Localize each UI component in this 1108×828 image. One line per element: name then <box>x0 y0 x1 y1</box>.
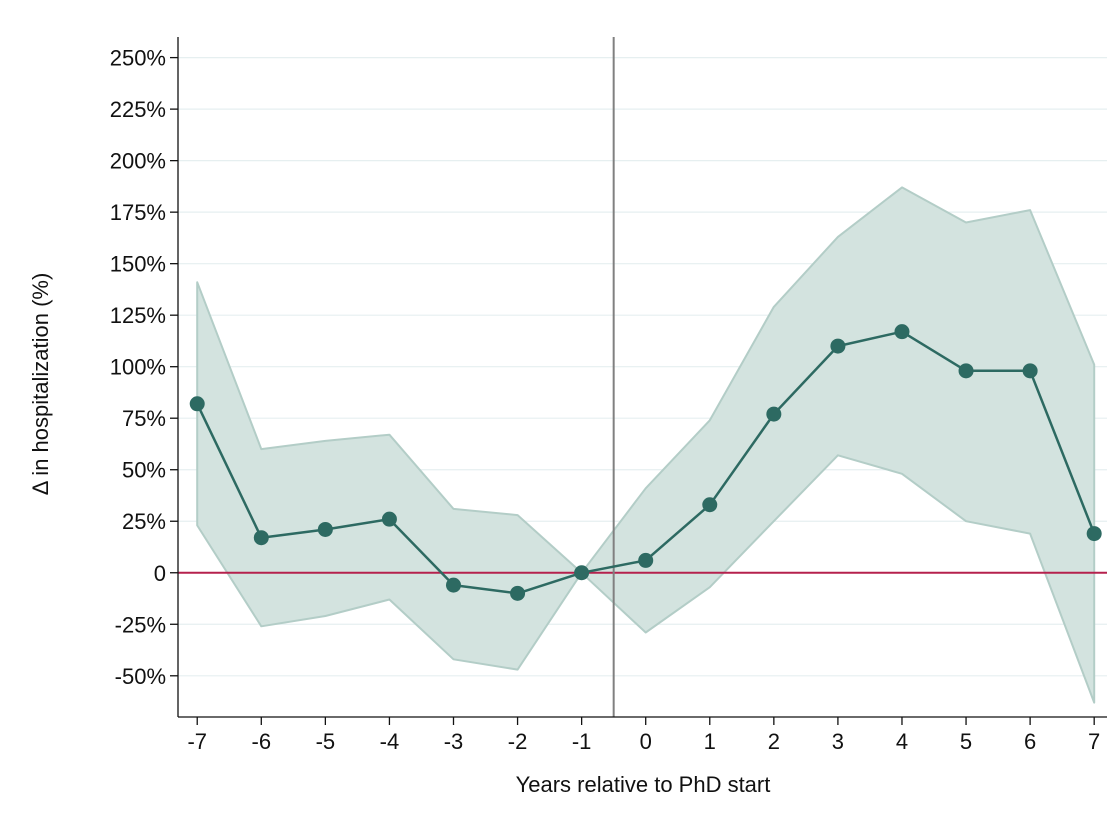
data-point[interactable] <box>638 552 654 568</box>
data-point[interactable] <box>830 338 846 354</box>
data-point[interactable] <box>253 530 269 546</box>
y-tick-label: 125% <box>110 303 166 328</box>
y-axis-title: Δ in hospitalization (%) <box>28 273 53 496</box>
x-tick-label: 1 <box>704 729 716 754</box>
y-tick-label: 150% <box>110 252 166 277</box>
y-tick-label: 0 <box>154 561 166 586</box>
x-tick-label: 2 <box>768 729 780 754</box>
y-tick-label: 100% <box>110 355 166 380</box>
y-tick-label: 50% <box>122 458 166 483</box>
y-tick-label: -25% <box>115 612 166 637</box>
x-tick-label: -4 <box>380 729 400 754</box>
x-tick-label: 3 <box>832 729 844 754</box>
x-axis-title: Years relative to PhD start <box>516 772 771 797</box>
x-tick-label: 4 <box>896 729 908 754</box>
x-tick-label: -7 <box>187 729 207 754</box>
confidence-band-layer <box>196 186 1096 704</box>
x-tick-label: 0 <box>640 729 652 754</box>
y-tick-label: 225% <box>110 97 166 122</box>
data-point[interactable] <box>510 585 526 601</box>
data-point[interactable] <box>381 511 397 527</box>
data-point[interactable] <box>317 521 333 537</box>
axes-layer: -50%-25%025%50%75%100%125%150%175%200%22… <box>110 37 1107 754</box>
y-tick-label: 250% <box>110 46 166 71</box>
data-point[interactable] <box>766 406 782 422</box>
y-tick-label: 75% <box>122 406 166 431</box>
x-tick-label: -5 <box>316 729 336 754</box>
data-point[interactable] <box>702 497 718 513</box>
reference-lines-layer <box>178 37 1107 717</box>
data-point[interactable] <box>189 396 205 412</box>
x-tick-label: 5 <box>960 729 972 754</box>
series-layer <box>189 324 1102 601</box>
data-point[interactable] <box>894 324 910 340</box>
x-tick-label: -3 <box>444 729 464 754</box>
x-tick-label: -2 <box>508 729 528 754</box>
x-tick-label: -6 <box>252 729 272 754</box>
x-tick-label: 7 <box>1088 729 1100 754</box>
y-tick-label: -50% <box>115 664 166 689</box>
data-point[interactable] <box>1086 526 1102 542</box>
x-tick-label: 6 <box>1024 729 1036 754</box>
data-point[interactable] <box>1022 363 1038 379</box>
y-tick-label: 175% <box>110 200 166 225</box>
data-point[interactable] <box>574 565 590 581</box>
confidence-band <box>196 186 1096 704</box>
data-point[interactable] <box>958 363 974 379</box>
x-tick-label: -1 <box>572 729 592 754</box>
data-point[interactable] <box>445 577 461 593</box>
y-tick-label: 200% <box>110 149 166 174</box>
y-tick-label: 25% <box>122 509 166 534</box>
